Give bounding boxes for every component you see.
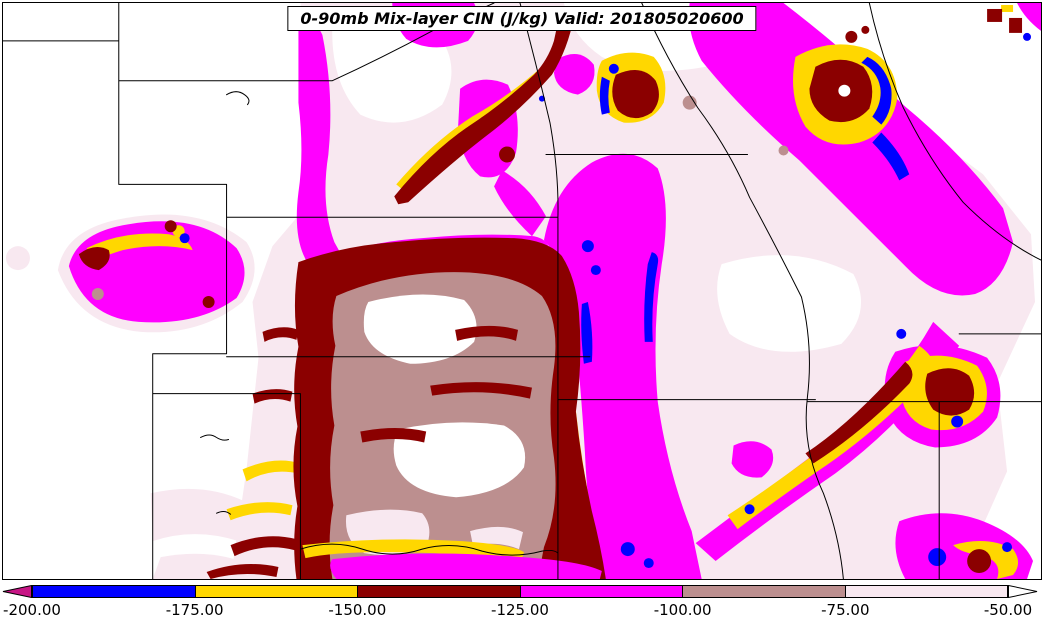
colorbar-tick-label: -200.00 (3, 601, 61, 619)
colorbar-tick-labels: -200.00 -175.00 -150.00 -125.00 -100.00 -75.0… (2, 601, 1038, 623)
colorbar-extend-low-arrow (2, 585, 32, 598)
colorbar-tick-label: -50.00 (983, 601, 1033, 619)
chart-title: 0-90mb Mix-layer CIN (J/kg) Valid: 20180… (287, 6, 757, 31)
colorbar-tick-label: -150.00 (328, 601, 387, 619)
colorbar-segment (32, 585, 196, 598)
colorbar-extend-high-arrow (1008, 585, 1038, 598)
colorbar-segment (683, 585, 846, 598)
contour-map-canvas (3, 3, 1041, 579)
contour-layer-bottom-strips (302, 539, 1013, 579)
colorbar-segment (358, 585, 521, 598)
colorbar-tick-label: -100.00 (653, 601, 712, 619)
minor-rivers (200, 91, 250, 515)
colorbar-tick-label: -125.00 (491, 601, 549, 619)
colorbar-segment (520, 585, 683, 598)
colorbar-segment (195, 585, 358, 598)
contour-layer-blue (179, 32, 1032, 515)
colorbar-tick-label: -75.00 (821, 601, 870, 619)
colorbar-segment (845, 585, 1008, 598)
colorbar-tick-label: -175.00 (165, 601, 224, 619)
state-borders (3, 3, 1041, 579)
colorbar (2, 585, 1038, 598)
weather-map (2, 2, 1042, 580)
contour-layer-inner-light-cores (345, 84, 851, 556)
colorbar-segments (32, 585, 1008, 598)
